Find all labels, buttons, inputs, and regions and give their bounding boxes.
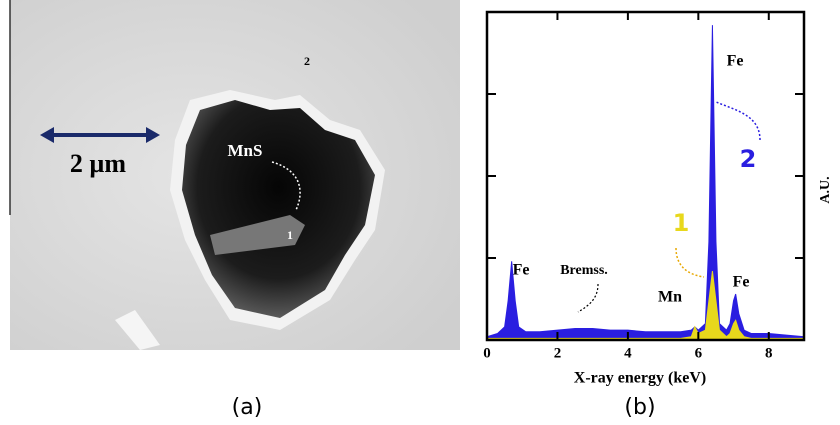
x-tick-label: 6: [695, 345, 703, 361]
mns-particle: [210, 215, 305, 255]
series-label: 1: [673, 209, 690, 237]
y-axis-label: A.U.: [818, 176, 833, 203]
annotation: Fe: [513, 262, 530, 279]
spectrum-area: [486, 25, 805, 341]
axes-frame: [485, 10, 806, 342]
scale-label: 2 µm: [70, 149, 126, 178]
point-label: 2: [304, 54, 310, 68]
arrow: [715, 101, 761, 141]
caption: (a): [232, 395, 263, 420]
feature: [115, 310, 160, 350]
x-axis-label: X-ray energy (keV): [574, 370, 706, 387]
annotation: Bremss.: [560, 263, 608, 278]
plot: [486, 11, 805, 341]
x-tick-label: 4: [624, 345, 632, 361]
x-tick-label: 2: [554, 345, 562, 361]
caption: (b): [624, 395, 655, 420]
annotation: Fe: [727, 53, 744, 70]
x-tick-label: 8: [765, 345, 773, 361]
inclusion-label: MnS: [228, 141, 263, 160]
sem-image: 2 µm MnS 1 2: [9, 0, 460, 350]
pit: [182, 100, 375, 318]
spectrum-area: [486, 271, 805, 341]
annotation: Fe: [733, 274, 750, 291]
scale-arrows: [40, 127, 160, 143]
arrow: [577, 283, 599, 313]
x-tick-label: 0: [483, 345, 491, 361]
arrow: [675, 247, 705, 278]
annotation: Mn: [658, 289, 682, 306]
mns-arrow: [271, 161, 301, 211]
point-label: 1: [287, 228, 293, 242]
series-label: 2: [740, 145, 757, 173]
